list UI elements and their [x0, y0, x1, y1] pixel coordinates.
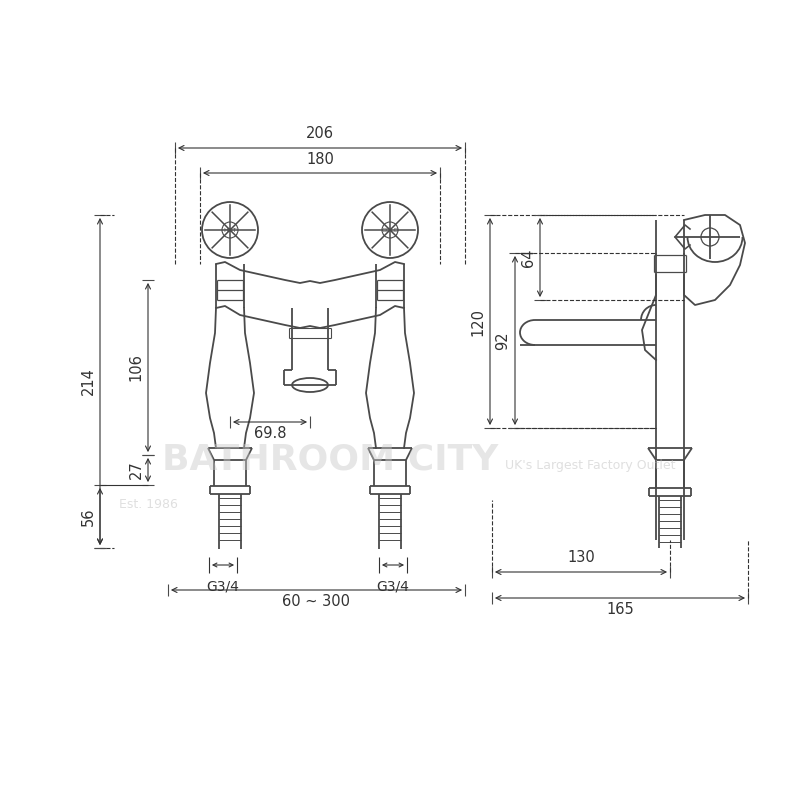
Text: 27: 27 — [129, 461, 143, 479]
Text: 106: 106 — [129, 354, 143, 382]
Text: Est. 1986: Est. 1986 — [118, 498, 178, 511]
Text: UK's Largest Factory Outlet: UK's Largest Factory Outlet — [505, 458, 675, 471]
Text: 64: 64 — [521, 248, 535, 266]
Text: 92: 92 — [495, 331, 510, 350]
Text: 120: 120 — [470, 307, 486, 335]
Text: BATHROOM CITY: BATHROOM CITY — [162, 443, 498, 477]
Text: 56: 56 — [81, 507, 95, 526]
Text: 130: 130 — [567, 550, 595, 566]
Text: COLD: COLD — [381, 227, 399, 233]
Text: G3/4: G3/4 — [377, 579, 410, 593]
Text: G3/4: G3/4 — [206, 579, 239, 593]
Text: 165: 165 — [606, 602, 634, 618]
Text: HOT: HOT — [223, 227, 237, 233]
Text: 69.8: 69.8 — [254, 426, 286, 442]
Text: 60 ~ 300: 60 ~ 300 — [282, 594, 350, 610]
Text: 214: 214 — [81, 367, 95, 395]
Text: 206: 206 — [306, 126, 334, 142]
Text: 180: 180 — [306, 151, 334, 166]
